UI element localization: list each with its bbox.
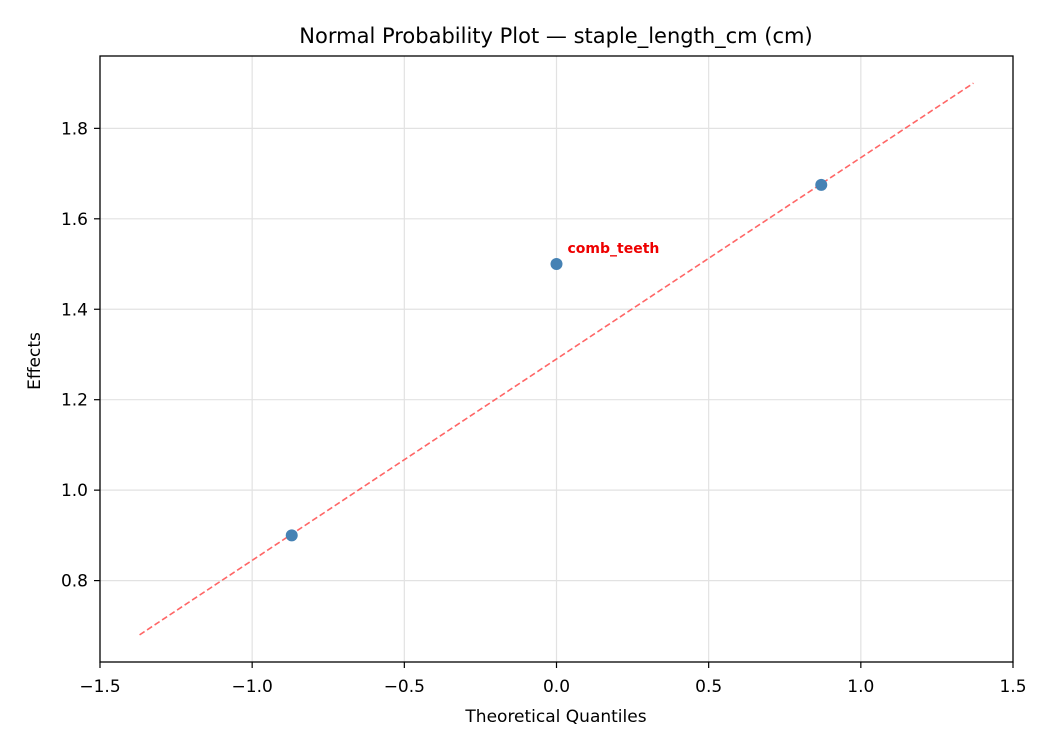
y-tick-label: 1.4 (61, 300, 88, 320)
data-point (285, 529, 298, 542)
point-annotation: comb_teeth (568, 241, 660, 257)
tick-layer: −1.5 −1.0 −0.5 0.0 0.5 1.0 1.5 0.8 1.0 1.2 1.4 1.6 1… (61, 119, 1027, 697)
x-tick-label: −1.5 (79, 677, 120, 697)
annotation-layer: comb_teeth (568, 241, 660, 257)
point-layer (285, 178, 828, 542)
y-tick-label: 1.6 (61, 210, 88, 230)
reference-line-layer (139, 82, 974, 636)
data-point (550, 258, 563, 271)
data-point (815, 178, 828, 191)
x-axis-label: Theoretical Quantiles (464, 707, 646, 727)
x-tick-label: 1.5 (999, 677, 1026, 697)
chart-title: Normal Probability Plot — staple_length_… (299, 24, 812, 49)
y-tick-label: 0.8 (61, 572, 88, 592)
y-tick-label: 1.8 (61, 119, 88, 139)
x-tick-label: −0.5 (384, 677, 425, 697)
x-tick-label: −1.0 (232, 677, 273, 697)
grid-layer (100, 56, 1013, 662)
x-tick-label: 1.0 (847, 677, 874, 697)
x-tick-label: 0.0 (543, 677, 570, 697)
y-tick-label: 1.0 (61, 481, 88, 501)
x-tick-label: 0.5 (695, 677, 722, 697)
reference-line (139, 82, 974, 636)
y-tick-label: 1.2 (61, 391, 88, 411)
y-axis-label: Effects (25, 332, 45, 390)
